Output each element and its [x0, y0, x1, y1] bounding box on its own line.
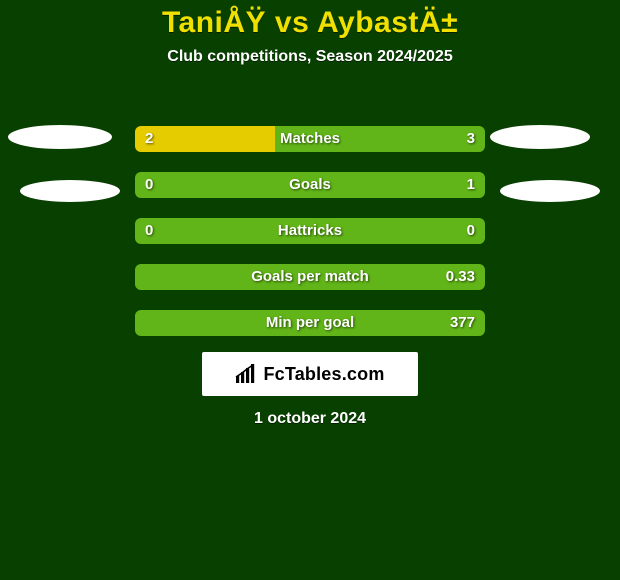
stat-label: Goals [135, 172, 485, 198]
stat-row: 23Matches [135, 126, 485, 152]
chart-icon [235, 364, 257, 384]
brand-text: FcTables.com [263, 364, 384, 385]
stat-row: 0.33Goals per match [135, 264, 485, 290]
stats-stage: 23Matches 01Goals 00Hattricks 0.33Goals per… [0, 0, 620, 580]
player-photo-right-2 [500, 180, 600, 202]
comparison-card: TaniÅŸ vs AybastÄ± Club competitions, Se… [0, 0, 620, 580]
player-photo-right-1 [490, 125, 590, 149]
stat-row: 00Hattricks [135, 218, 485, 244]
stat-bars: 23Matches 01Goals 00Hattricks 0.33Goals per… [135, 126, 485, 356]
stat-label: Matches [135, 126, 485, 152]
date-line: 1 october 2024 [0, 410, 620, 428]
stat-label: Hattricks [135, 218, 485, 244]
player-photo-left-1 [8, 125, 112, 149]
stat-row: 377Min per goal [135, 310, 485, 336]
stat-label: Goals per match [135, 264, 485, 290]
brand-badge: FcTables.com [202, 352, 418, 396]
stat-row: 01Goals [135, 172, 485, 198]
player-photo-left-2 [20, 180, 120, 202]
stat-label: Min per goal [135, 310, 485, 336]
